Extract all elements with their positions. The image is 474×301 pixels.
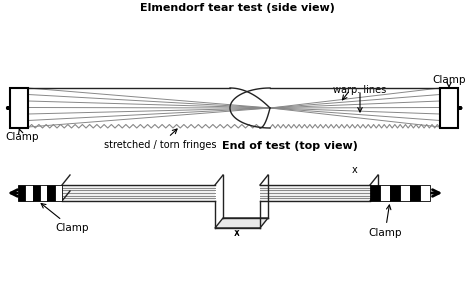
- Text: Clamp: Clamp: [41, 203, 89, 233]
- Text: Clamp: Clamp: [5, 129, 38, 142]
- Polygon shape: [380, 185, 390, 201]
- Polygon shape: [62, 185, 215, 201]
- Polygon shape: [47, 185, 55, 201]
- Text: warp. lines: warp. lines: [333, 85, 387, 95]
- Polygon shape: [33, 185, 40, 201]
- Polygon shape: [40, 185, 47, 201]
- Polygon shape: [400, 185, 410, 201]
- Text: Clamp: Clamp: [368, 205, 402, 238]
- Polygon shape: [260, 185, 370, 201]
- Text: stretched / torn fringes: stretched / torn fringes: [104, 129, 216, 150]
- Polygon shape: [390, 185, 400, 201]
- Text: Elmendorf tear test (side view): Elmendorf tear test (side view): [139, 3, 335, 13]
- Polygon shape: [215, 218, 268, 228]
- Polygon shape: [18, 185, 25, 201]
- Polygon shape: [410, 185, 420, 201]
- Text: End of test (top view): End of test (top view): [222, 141, 358, 151]
- Polygon shape: [420, 185, 430, 201]
- Polygon shape: [55, 185, 62, 201]
- Polygon shape: [25, 185, 33, 201]
- Bar: [10, 88, 28, 128]
- Polygon shape: [370, 185, 380, 201]
- Bar: [440, 88, 458, 128]
- Text: x: x: [234, 228, 240, 238]
- Text: Clamp: Clamp: [432, 75, 466, 85]
- Text: x: x: [352, 165, 358, 175]
